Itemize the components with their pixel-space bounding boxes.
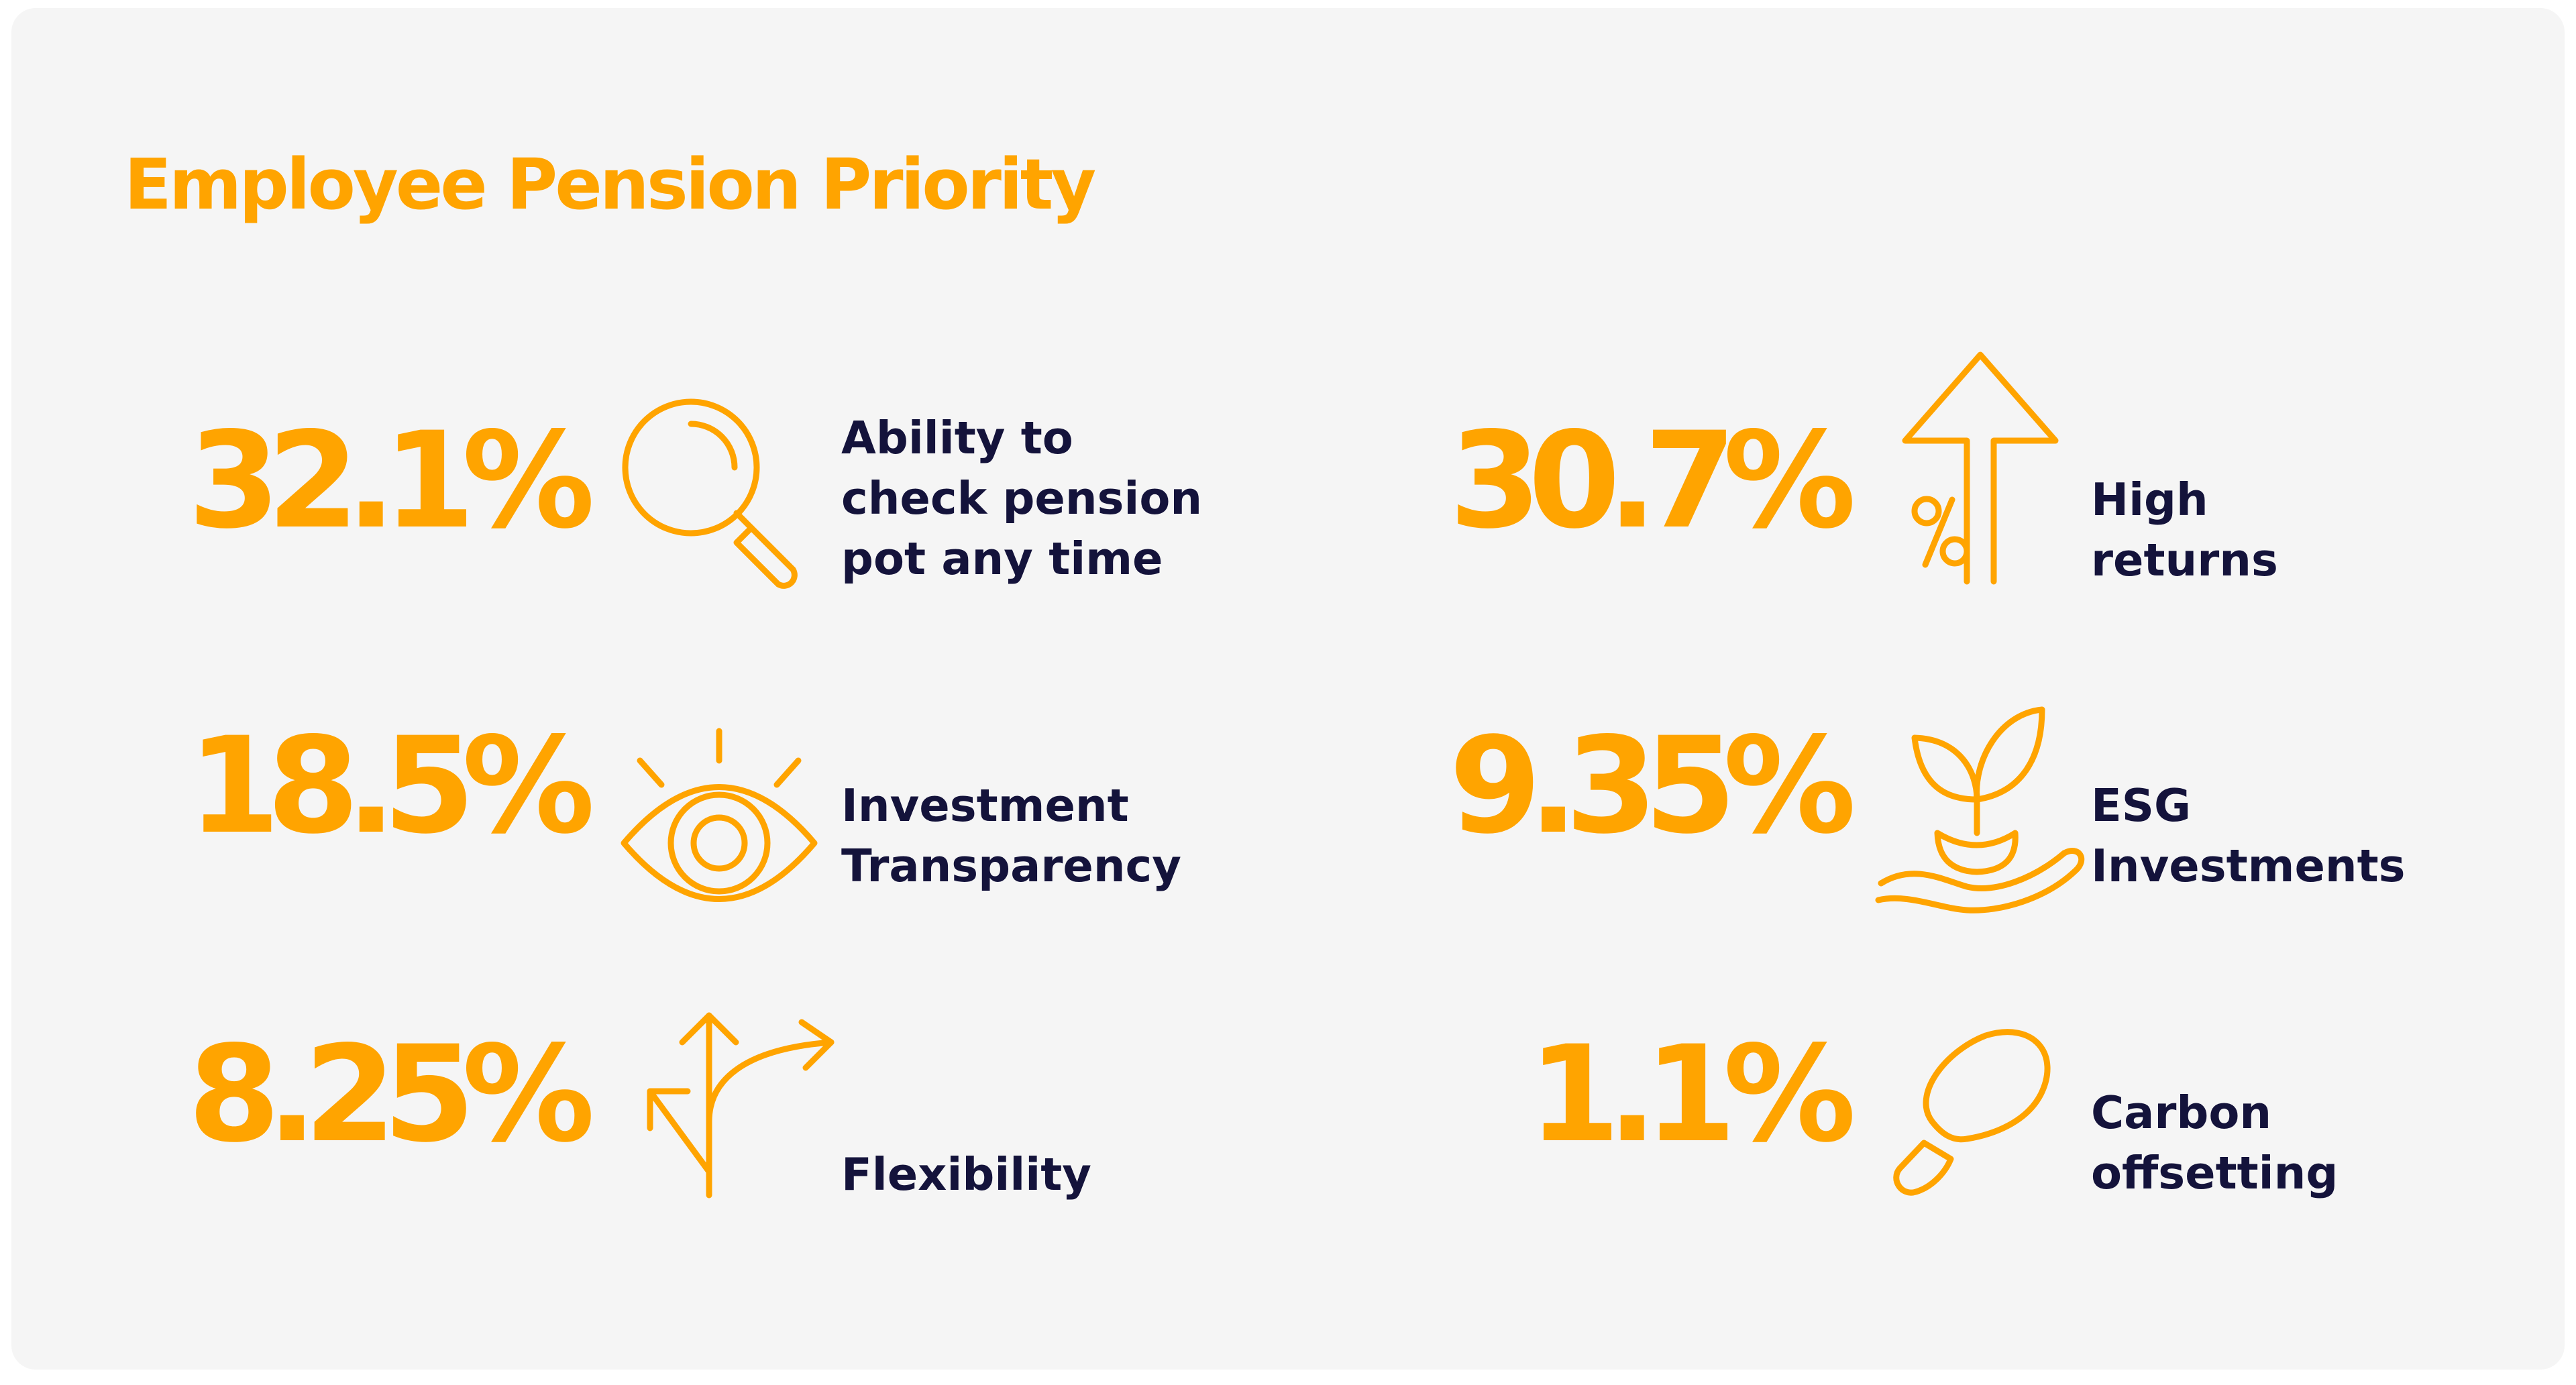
eye-icon	[612, 719, 826, 907]
stat-label: Ability to check pension pot any time	[841, 412, 1203, 585]
stat-label: Carbon offsetting	[2091, 1087, 2339, 1199]
stat-label: ESG Investments	[2091, 779, 2406, 892]
branching-arrows-icon	[635, 1007, 850, 1202]
stat-label: Investment Transparency	[841, 779, 1181, 892]
stat-label: Flexibility	[841, 1148, 1091, 1201]
stat-value: 30.7%	[1449, 403, 1856, 558]
stat-value: 1.1%	[1527, 1017, 1856, 1172]
stat-value: 32.1%	[188, 403, 595, 558]
stat-value: 18.5%	[188, 708, 595, 863]
stat-value: 9.35%	[1449, 708, 1856, 863]
infographic-card: Employee Pension Priority 32.1% Ability …	[11, 8, 2565, 1370]
footprint-icon	[1885, 1021, 2066, 1202]
percent-arrow-up-icon	[1893, 347, 2068, 588]
magnifier-icon	[617, 394, 818, 595]
stat-value: 8.25%	[188, 1017, 595, 1172]
plant-in-hand-icon	[1866, 699, 2088, 920]
stat-label: High returns	[2091, 474, 2278, 586]
page-title: Employee Pension Priority	[124, 144, 1096, 225]
